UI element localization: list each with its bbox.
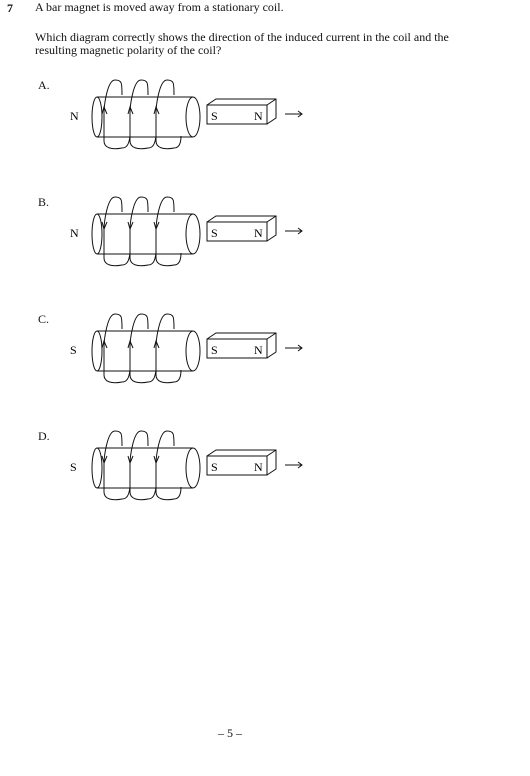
magnet-n-pole-label: N — [254, 226, 263, 240]
coil-pole-label: S — [70, 460, 77, 474]
coil-pole-label: N — [70, 109, 79, 123]
option-a-label: A. — [38, 78, 50, 92]
option-a-diagram: N S N — [60, 79, 320, 200]
coil-magnet-diagram: N S N — [70, 79, 303, 150]
option-d-diagram: S S N — [60, 430, 320, 551]
magnet-n-pole-label: N — [254, 460, 263, 474]
coil-pole-label: S — [70, 343, 77, 357]
page-number: – 5 – — [218, 726, 242, 740]
magnet-s-pole-label: S — [211, 109, 218, 123]
magnet-s-pole-label: S — [211, 343, 218, 357]
option-b-diagram: N S N — [60, 196, 320, 317]
option-b-label: B. — [38, 195, 50, 209]
option-c-label: C. — [38, 312, 50, 326]
magnet-n-pole-label: N — [254, 343, 263, 357]
coil-magnet-diagram: S S N — [70, 313, 303, 384]
coil-magnet-diagram: N S N — [70, 196, 303, 267]
magnet-n-pole-label: N — [254, 109, 263, 123]
question-text: A bar magnet is moved away from a statio… — [35, 1, 475, 57]
coil-pole-label: N — [70, 226, 79, 240]
question-number: 7 — [7, 1, 13, 15]
option-c-diagram: S S N — [60, 313, 320, 434]
magnet-s-pole-label: S — [211, 226, 218, 240]
question-stem: A bar magnet is moved away from a statio… — [35, 0, 284, 14]
magnet-s-pole-label: S — [211, 460, 218, 474]
question-prompt: Which diagram correctly shows the direct… — [35, 30, 449, 57]
coil-magnet-diagram: S S N — [70, 430, 303, 501]
option-d-label: D. — [38, 429, 50, 443]
